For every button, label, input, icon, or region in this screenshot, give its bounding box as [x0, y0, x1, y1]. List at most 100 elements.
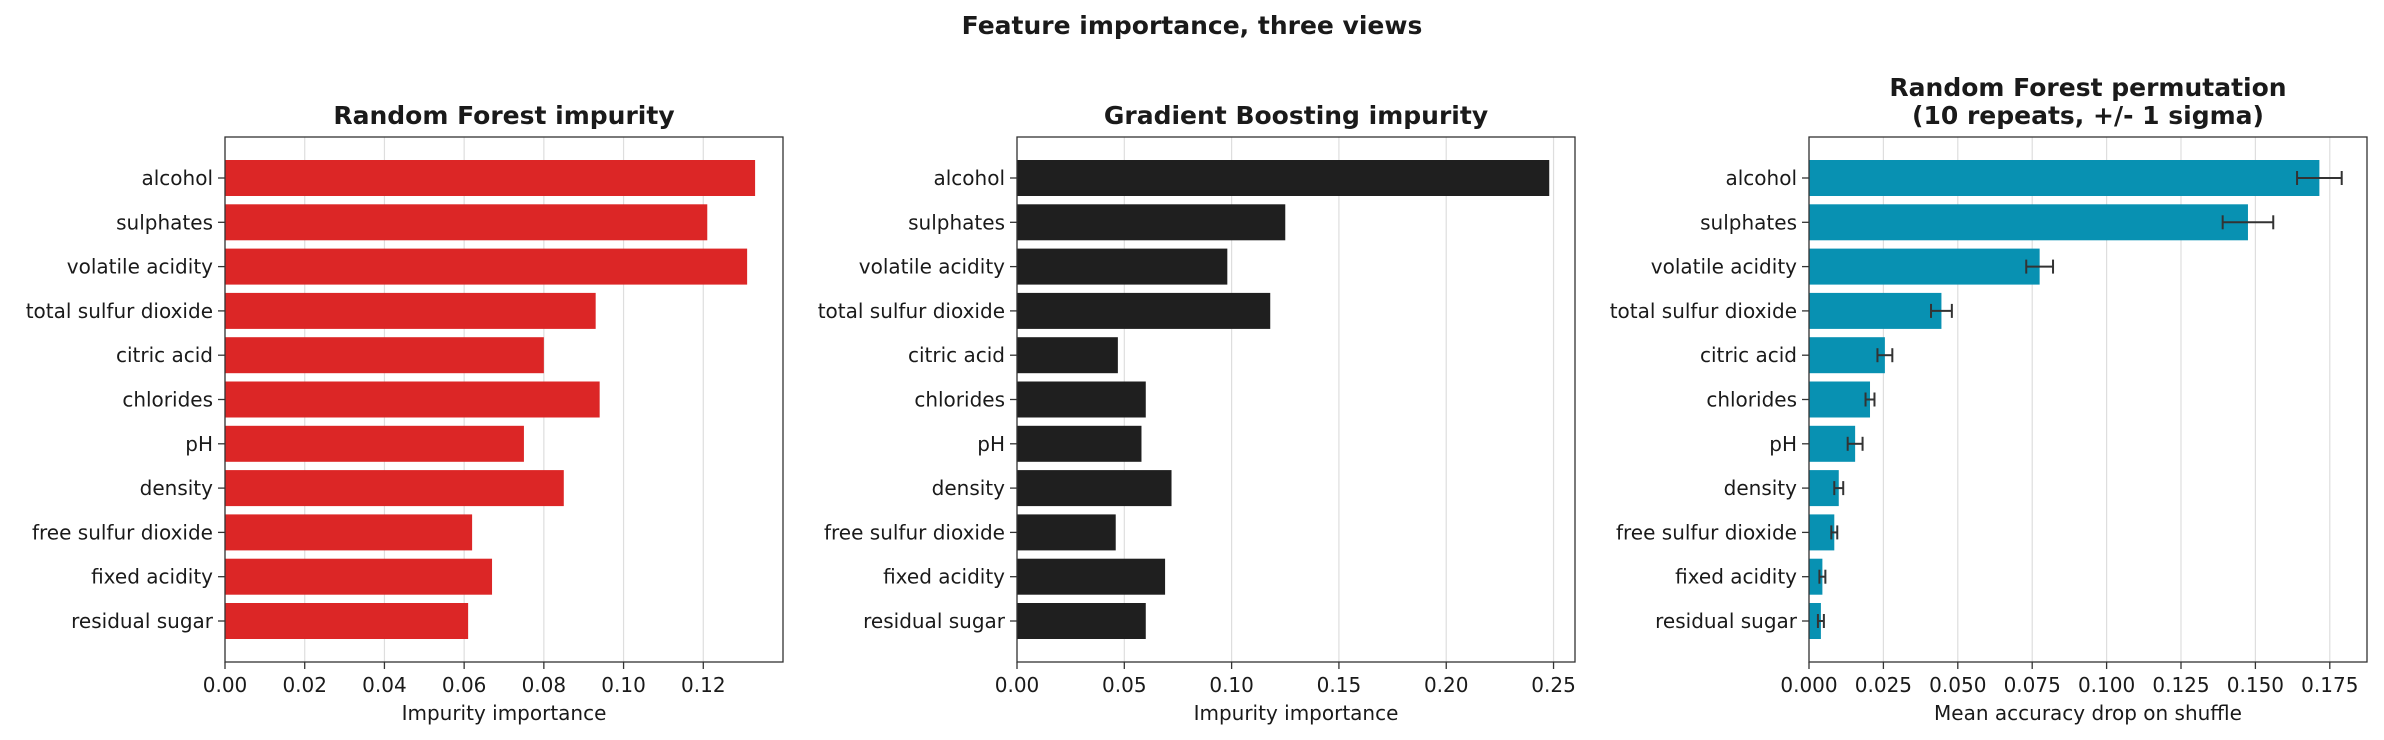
- x-tick-label: 0.10: [1209, 673, 1254, 697]
- y-tick-label: pH: [1769, 432, 1797, 456]
- bar: [225, 558, 493, 595]
- panel-title: Random Forest impurity: [333, 101, 674, 130]
- panel-gradient-boosting-impurity: alcohol sulphates volatile acidity total su…: [818, 101, 1576, 725]
- y-tick-label: total sulfur dioxide: [818, 299, 1005, 323]
- x-tick-label: 0.25: [1531, 673, 1576, 697]
- x-tick-label: 0.15: [1317, 673, 1362, 697]
- x-tick-label: 0.075: [2004, 673, 2061, 697]
- axes-frame: [1808, 136, 2368, 663]
- y-tick-label: fixed acidity: [1675, 565, 1797, 589]
- y-tick-label: residual sugar: [863, 609, 1006, 633]
- bar: [1809, 381, 1871, 418]
- x-axis-label: Impurity importance: [1194, 701, 1399, 725]
- y-tick-label: density: [140, 476, 213, 500]
- error-bar: [1833, 481, 1845, 496]
- bar: [1809, 603, 1821, 639]
- y-tick-label: residual sugar: [1655, 609, 1798, 633]
- bar: [225, 425, 524, 462]
- bar: [1017, 204, 1286, 241]
- y-tick-label: chlorides: [914, 388, 1005, 412]
- y-tick-label: volatile acidity: [1651, 255, 1797, 279]
- x-tick-label: 0.125: [2152, 673, 2209, 697]
- error-bar: [2221, 215, 2275, 230]
- bar: [1017, 337, 1118, 374]
- y-tick-label: chlorides: [122, 388, 213, 412]
- bar: [225, 204, 708, 241]
- bar: [1017, 603, 1146, 639]
- y-tick-label: density: [1724, 476, 1797, 500]
- x-tick-label: 0.000: [1780, 673, 1837, 697]
- y-tick-label: chlorides: [1706, 388, 1797, 412]
- bar: [1809, 337, 1885, 374]
- y-tick-label: alcohol: [141, 166, 213, 190]
- axes-frame: [224, 136, 784, 663]
- bar: [1017, 514, 1116, 551]
- y-tick-label: alcohol: [933, 166, 1005, 190]
- y-tick-label: pH: [977, 432, 1005, 456]
- x-tick-label: 0.05: [1102, 673, 1147, 697]
- error-bar: [2025, 259, 2055, 274]
- bar: [1017, 425, 1142, 462]
- error-bar: [1816, 614, 1825, 628]
- y-tick-label: density: [932, 476, 1005, 500]
- y-tick-label: free sulfur dioxide: [32, 520, 213, 544]
- x-tick-label: 0.10: [601, 673, 646, 697]
- error-bar: [1864, 392, 1876, 407]
- bar: [1017, 470, 1172, 507]
- y-tick-label: citric acid: [908, 343, 1005, 367]
- bar: [1809, 514, 1835, 551]
- figure-suptitle: Feature importance, three views: [962, 11, 1423, 40]
- y-tick-label: fixed acidity: [883, 565, 1005, 589]
- y-tick-label: total sulfur dioxide: [1610, 299, 1797, 323]
- x-axis-label: Mean accuracy drop on shuffle: [1934, 701, 2242, 725]
- bar: [225, 603, 469, 639]
- x-tick-label: 0.12: [681, 673, 726, 697]
- y-tick-label: free sulfur dioxide: [1616, 520, 1797, 544]
- bar: [225, 248, 748, 285]
- y-tick-label: total sulfur dioxide: [26, 299, 213, 323]
- x-tick-label: 0.08: [522, 673, 567, 697]
- error-bar: [1830, 525, 1839, 540]
- x-tick-label: 0.20: [1424, 673, 1469, 697]
- y-tick-label: sulphates: [1700, 210, 1797, 234]
- bar: [1809, 248, 2040, 285]
- y-tick-label: citric acid: [1700, 343, 1797, 367]
- panel-title: Gradient Boosting impurity: [1104, 101, 1488, 130]
- bar: [1017, 381, 1146, 418]
- x-tick-label: 0.150: [2227, 673, 2284, 697]
- x-tick-label: 0.100: [2078, 673, 2135, 697]
- y-tick-label: residual sugar: [71, 609, 214, 633]
- bar: [225, 292, 596, 329]
- x-axis-label: Impurity importance: [402, 701, 607, 725]
- y-tick-label: volatile acidity: [859, 255, 1005, 279]
- y-tick-label: volatile acidity: [67, 255, 213, 279]
- bar: [225, 381, 600, 418]
- panel-title: Random Forest permutation (10 repeats, +/…: [1889, 73, 2286, 130]
- bar: [1809, 292, 1942, 329]
- error-bar: [1930, 303, 1953, 318]
- panel-random-forest-impurity: alcohol sulphates volatile acidity total su…: [26, 101, 784, 725]
- bar: [1017, 292, 1271, 329]
- y-tick-label: sulphates: [908, 210, 1005, 234]
- y-tick-label: sulphates: [116, 210, 213, 234]
- bar: [225, 160, 756, 196]
- y-tick-label: citric acid: [116, 343, 213, 367]
- x-tick-label: 0.00: [995, 673, 1040, 697]
- bar: [1017, 160, 1550, 196]
- x-tick-label: 0.02: [282, 673, 327, 697]
- bar: [225, 514, 473, 551]
- x-tick-label: 0.00: [203, 673, 248, 697]
- y-tick-label: free sulfur dioxide: [824, 520, 1005, 544]
- bar: [225, 337, 544, 374]
- bar: [225, 470, 564, 507]
- bar: [1017, 248, 1228, 285]
- error-bar: [1846, 436, 1864, 451]
- y-tick-label: alcohol: [1725, 166, 1797, 190]
- error-bar: [2296, 171, 2343, 185]
- y-tick-label: fixed acidity: [91, 565, 213, 589]
- bar: [1809, 204, 2248, 241]
- bar: [1809, 160, 2320, 196]
- error-bar: [1876, 348, 1894, 363]
- bar: [1809, 558, 1823, 595]
